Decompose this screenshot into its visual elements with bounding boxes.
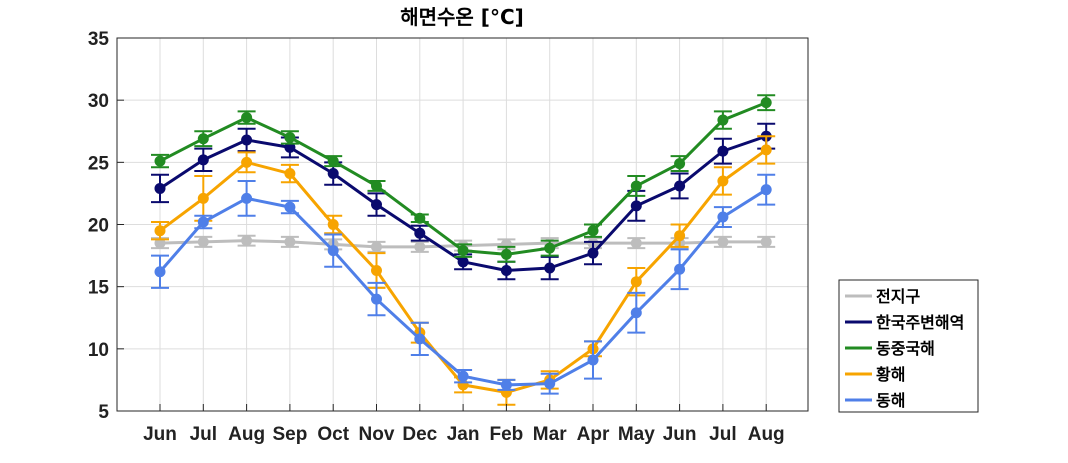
data-point <box>630 307 642 319</box>
legend-label: 전지구 <box>876 287 920 306</box>
y-tick-label: 20 <box>88 216 109 237</box>
data-point <box>241 156 253 168</box>
data-point <box>500 248 512 260</box>
data-point <box>241 235 253 247</box>
data-point <box>414 333 426 345</box>
series-3 <box>151 94 776 263</box>
x-tick-label: Jul <box>190 424 217 445</box>
data-point <box>371 293 382 305</box>
x-tick-label: Dec <box>402 424 437 445</box>
data-point <box>760 184 772 196</box>
data-point <box>717 211 729 223</box>
data-point <box>241 192 253 204</box>
data-point <box>327 155 339 167</box>
data-point <box>197 216 209 228</box>
grid <box>117 37 808 412</box>
data-point <box>154 266 166 278</box>
data-point <box>284 236 296 248</box>
data-point <box>414 212 426 224</box>
data-point <box>371 180 382 192</box>
x-tick-label: Jun <box>663 424 697 445</box>
x-tick-label: Nov <box>359 424 395 445</box>
data-point <box>760 236 772 248</box>
x-tick-label: Aug <box>748 424 785 445</box>
data-point <box>760 97 772 109</box>
data-point <box>457 256 469 268</box>
data-point <box>241 134 253 146</box>
data-point <box>414 241 426 253</box>
data-point <box>630 237 642 249</box>
data-point <box>717 175 729 187</box>
data-point <box>674 180 686 192</box>
legend-label: 동해 <box>876 391 905 410</box>
data-point <box>717 114 729 126</box>
series-5 <box>151 173 776 395</box>
data-point <box>197 154 209 166</box>
data-point <box>760 144 772 156</box>
y-tick-label: 5 <box>98 402 109 423</box>
data-point <box>717 145 729 157</box>
y-tick-label: 30 <box>88 91 109 112</box>
data-point <box>544 242 556 254</box>
chart-title: 해면수온 [°C] <box>400 5 524 29</box>
data-point <box>154 182 166 194</box>
x-tick-label: Jul <box>709 424 736 445</box>
data-point <box>327 219 339 230</box>
data-point <box>241 112 253 124</box>
data-point <box>197 236 209 248</box>
data-point <box>371 265 382 277</box>
series-2 <box>151 122 776 281</box>
y-axis: 5 10 15 20 25 30 35 <box>88 29 124 423</box>
data-point <box>154 155 166 167</box>
data-point <box>284 168 296 180</box>
data-point <box>284 131 296 143</box>
data-point <box>500 379 512 391</box>
x-tick-label: Mar <box>533 424 567 445</box>
data-point <box>630 200 642 212</box>
y-tick-label: 10 <box>88 340 109 361</box>
x-tick-label: Sep <box>272 424 307 445</box>
data-point <box>327 245 339 257</box>
series-layer <box>151 94 776 406</box>
data-point <box>674 158 686 170</box>
data-point <box>457 370 469 382</box>
legend-label: 한국주변해역 <box>876 313 964 332</box>
data-point <box>197 133 209 145</box>
data-point <box>284 201 296 213</box>
data-point <box>327 168 339 180</box>
x-tick-label: May <box>618 424 655 445</box>
legend-label: 황해 <box>876 365 905 384</box>
x-tick-label: Feb <box>490 424 524 445</box>
x-tick-label: Jun <box>143 424 177 445</box>
data-point <box>457 245 469 257</box>
x-tick-label: Oct <box>317 424 349 445</box>
y-tick-label: 35 <box>88 29 110 50</box>
data-point <box>544 378 556 390</box>
y-tick-label: 25 <box>88 153 110 174</box>
data-point <box>587 247 599 259</box>
legend-label: 동중국해 <box>876 339 935 358</box>
data-point <box>500 265 512 277</box>
x-tick-label: Aug <box>228 424 265 445</box>
x-tick-label: Apr <box>577 424 610 445</box>
x-tick-label: Jan <box>447 424 480 445</box>
data-point <box>630 180 642 192</box>
data-point <box>630 276 642 288</box>
data-point <box>371 241 382 253</box>
data-point <box>371 199 382 211</box>
data-point <box>674 263 686 275</box>
data-point <box>197 192 209 204</box>
legend-box <box>838 279 979 413</box>
data-point <box>154 225 166 237</box>
data-point <box>544 262 556 274</box>
y-tick-label: 15 <box>88 278 110 299</box>
data-point <box>587 354 599 366</box>
data-point <box>414 227 426 239</box>
x-axis: Jun Jul Aug Sep Oct Nov Dec Jan Feb Mar Apr May Jun J… <box>143 404 785 445</box>
data-point <box>674 230 686 242</box>
data-point <box>587 225 599 237</box>
data-point <box>717 236 729 248</box>
